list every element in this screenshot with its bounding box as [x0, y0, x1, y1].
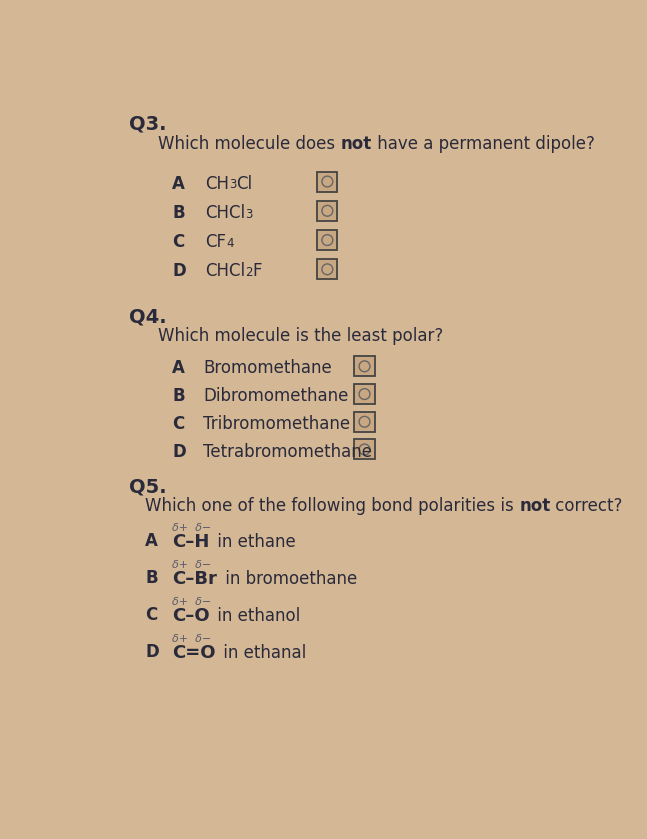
- Text: B: B: [172, 204, 185, 221]
- Text: C–O: C–O: [172, 607, 210, 624]
- Text: δ+  δ−: δ+ δ−: [172, 597, 212, 607]
- Text: B: B: [145, 569, 158, 586]
- Text: in ethanol: in ethanol: [212, 607, 300, 624]
- FancyBboxPatch shape: [355, 357, 375, 377]
- Text: Bromomethane: Bromomethane: [203, 359, 332, 378]
- Text: A: A: [145, 532, 158, 550]
- Text: Q5.: Q5.: [129, 478, 166, 497]
- Text: 2: 2: [245, 266, 252, 279]
- Text: CF: CF: [205, 233, 226, 251]
- Text: Which molecule is the least polar?: Which molecule is the least polar?: [159, 327, 444, 345]
- Text: CHCl: CHCl: [205, 263, 245, 280]
- Text: C: C: [145, 606, 157, 624]
- Text: in bromoethane: in bromoethane: [219, 570, 356, 587]
- Text: 4: 4: [226, 237, 234, 250]
- Text: C: C: [172, 414, 184, 433]
- Text: have a permanent dipole?: have a permanent dipole?: [372, 134, 595, 153]
- Text: Cl: Cl: [236, 175, 252, 193]
- FancyBboxPatch shape: [355, 412, 375, 432]
- Text: Which one of the following bond polarities is: Which one of the following bond polariti…: [145, 498, 519, 515]
- Text: Q4.: Q4.: [129, 307, 166, 326]
- Text: in ethane: in ethane: [212, 533, 296, 550]
- Text: δ+  δ−: δ+ δ−: [172, 523, 212, 533]
- Text: D: D: [172, 442, 186, 461]
- Text: δ+  δ−: δ+ δ−: [172, 560, 212, 570]
- Text: C–Br: C–Br: [172, 570, 217, 587]
- Text: A: A: [172, 175, 185, 193]
- Text: not: not: [519, 498, 551, 515]
- Text: C=O: C=O: [172, 644, 216, 661]
- Text: CH: CH: [205, 175, 229, 193]
- FancyBboxPatch shape: [317, 171, 337, 191]
- FancyBboxPatch shape: [317, 201, 337, 221]
- Text: not: not: [341, 134, 372, 153]
- FancyBboxPatch shape: [355, 384, 375, 404]
- Text: Tetrabromomethane: Tetrabromomethane: [203, 442, 372, 461]
- Text: D: D: [145, 643, 159, 661]
- Text: Which molecule does: Which molecule does: [159, 134, 341, 153]
- FancyBboxPatch shape: [317, 259, 337, 279]
- Text: 3: 3: [229, 179, 236, 191]
- Text: B: B: [172, 387, 185, 405]
- Text: Q3.: Q3.: [129, 115, 166, 133]
- FancyBboxPatch shape: [317, 230, 337, 250]
- Text: D: D: [172, 263, 186, 280]
- Text: C: C: [172, 233, 184, 251]
- Text: Tribromomethane: Tribromomethane: [203, 414, 351, 433]
- Text: Dibromomethane: Dibromomethane: [203, 387, 349, 405]
- Text: δ+  δ−: δ+ δ−: [172, 633, 212, 644]
- Text: C–H: C–H: [172, 533, 210, 550]
- Text: F: F: [252, 263, 262, 280]
- Text: CHCl: CHCl: [205, 204, 245, 221]
- FancyBboxPatch shape: [355, 440, 375, 460]
- Text: A: A: [172, 359, 185, 378]
- Text: correct?: correct?: [551, 498, 623, 515]
- Text: 3: 3: [245, 208, 252, 221]
- Text: in ethanal: in ethanal: [218, 644, 307, 661]
